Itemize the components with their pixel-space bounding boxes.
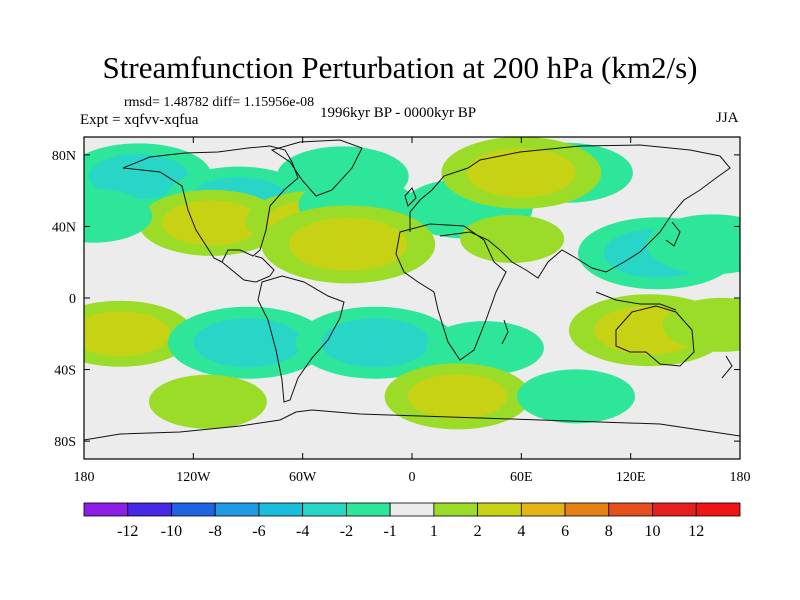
x-tick-label: 180	[74, 470, 95, 485]
y-tick-label: 80S	[54, 435, 76, 450]
anomaly-contour-6-1	[84, 197, 134, 235]
colorbar-label: -4	[296, 523, 309, 540]
colorbar-label: -2	[340, 523, 353, 540]
x-tick-label: 60W	[289, 470, 317, 485]
anomaly-contour-16-3	[372, 341, 379, 345]
colorbar-label: -10	[161, 523, 182, 540]
anomaly-contour-18-3	[645, 328, 653, 332]
anomaly-contour-13-2	[688, 233, 737, 256]
coast-japan	[665, 221, 681, 247]
coast-indonesia	[595, 291, 677, 311]
season-label: JJA	[716, 110, 739, 126]
colorbar-box	[127, 502, 172, 517]
colorbar-box	[389, 502, 435, 517]
anomaly-contour-10-3	[344, 242, 352, 246]
colorbar: -12 -10 -8 -6 -4 -2 -1 1 2 4 6 8 10 12	[83, 502, 741, 540]
coast-new-zealand	[721, 355, 733, 379]
colorbar-box	[302, 502, 347, 517]
anomaly-contour-21-1	[167, 383, 249, 421]
anomaly-field	[84, 137, 740, 430]
coastlines	[84, 139, 740, 441]
coast-north-america-west	[122, 167, 223, 263]
colorbar-box	[433, 502, 479, 517]
colorbar-label: 4	[517, 523, 525, 540]
chart-title: Streamfunction Perturbation at 200 hPa (…	[102, 50, 698, 85]
colorbar-box	[214, 502, 260, 517]
colorbar-label: 6	[561, 523, 569, 540]
coast-greenland	[270, 139, 363, 197]
coast-south-america	[257, 275, 345, 403]
coast-north-america	[122, 145, 299, 283]
y-tick-label: 80N	[52, 149, 76, 164]
colorbar-box	[564, 502, 610, 517]
y-tick-label: 40S	[54, 364, 76, 379]
colorbar-box	[520, 502, 566, 517]
y-axis: 80N 40N 0 40S 80S	[52, 149, 740, 450]
stats-line: rmsd= 1.48782 diff= 1.15956e-08	[124, 95, 315, 110]
colorbar-label: 2	[474, 523, 482, 540]
colorbar-box	[345, 502, 391, 517]
anomaly-contour-20-2	[431, 384, 484, 409]
anomaly-contour-11-1	[476, 222, 548, 256]
colorbar-box	[652, 502, 697, 517]
x-tick-label: 60E	[510, 470, 533, 485]
anomaly-contour-22-1	[535, 378, 617, 415]
colorbar-label: 12	[688, 523, 704, 540]
period-label: 1996kyr BP - 0000kyr BP	[320, 105, 477, 121]
coast-eurasia	[409, 144, 731, 279]
coast-australia	[615, 305, 695, 367]
colorbar-box	[258, 502, 304, 517]
colorbar-label: -8	[209, 523, 222, 540]
colorbar-box	[83, 502, 129, 517]
x-tick-label: 180	[730, 470, 751, 485]
coast-antarctica	[84, 409, 740, 441]
anomaly-contour-14-2	[94, 321, 147, 346]
colorbar-label: 1	[430, 523, 438, 540]
anomaly-contour-0-2	[112, 164, 165, 189]
x-tick-label: 120E	[616, 470, 646, 485]
anomaly-contour-15-3	[244, 341, 252, 345]
colorbar-label: -6	[252, 523, 265, 540]
anomaly-contour-4-2	[185, 210, 238, 235]
colorbar-label: -12	[117, 523, 138, 540]
coast-madagascar	[501, 319, 509, 345]
x-tick-label: 0	[409, 470, 416, 485]
colorbar-label: -1	[383, 523, 396, 540]
colorbar-label: 8	[605, 523, 613, 540]
anomaly-contour-9-3	[518, 171, 525, 175]
colorbar-box	[695, 502, 741, 517]
coast-uk	[404, 187, 417, 207]
colorbar-box	[477, 502, 522, 517]
anomaly-contour-19-1	[681, 306, 740, 344]
anomaly-contour-17-1	[444, 329, 526, 367]
colorbar-box	[608, 502, 653, 517]
y-tick-label: 0	[69, 292, 76, 307]
colorbar-label: 10	[645, 523, 661, 540]
colorbar-box	[171, 502, 216, 517]
x-axis: 180 120W 60W 0 60E 120E 180	[74, 137, 751, 485]
x-tick-label: 120W	[176, 470, 211, 485]
experiment-label: Expt = xqfvv-xqfua	[80, 112, 199, 128]
y-tick-label: 40N	[52, 220, 76, 235]
